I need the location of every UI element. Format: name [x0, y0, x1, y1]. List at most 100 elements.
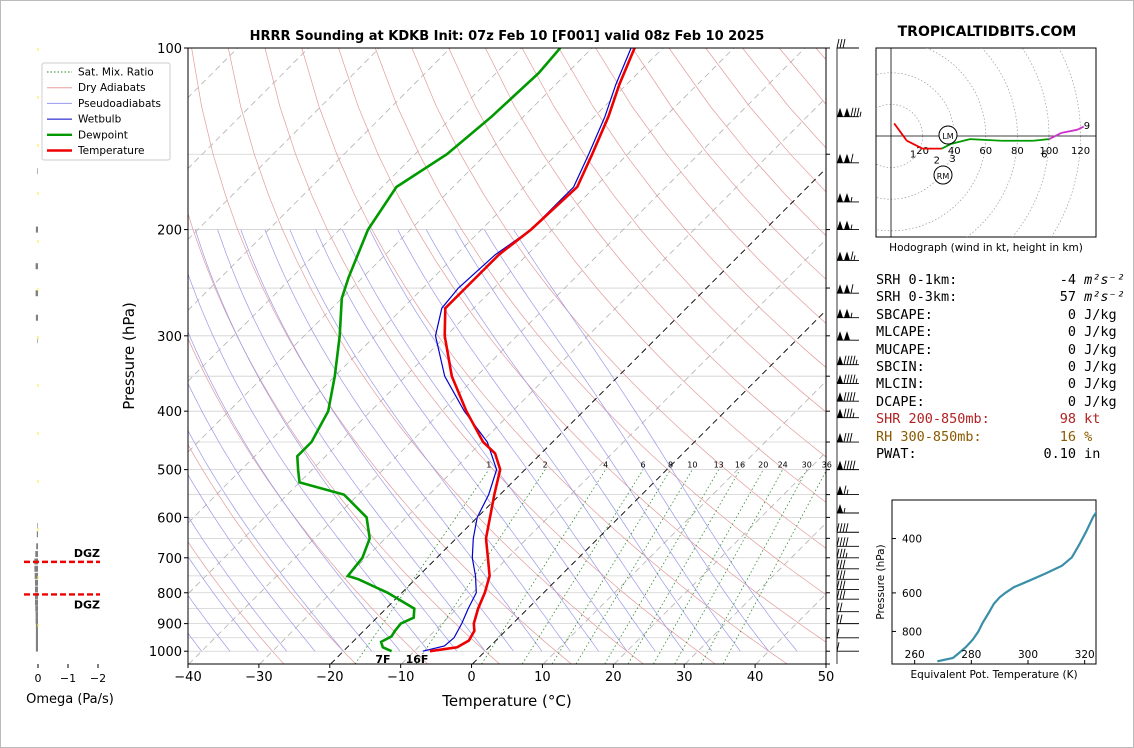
stat-unit: J/kg: [1076, 358, 1117, 375]
wind-barb: [837, 460, 859, 471]
x-tick-label: −10: [387, 670, 414, 685]
skewt-x-ticks: −40 −30 −20 −10 0 10 20 30 40 50: [174, 664, 834, 685]
dry-adiabat-line: [188, 541, 285, 664]
dry-adiabat-line: [338, 48, 826, 643]
mixing-ratio-label: 4: [603, 461, 608, 470]
brand-watermark: TROPICALTIDBITS.COM: [898, 24, 1077, 40]
stat-unit: kt: [1076, 411, 1101, 428]
legend-label: Sat. Mix. Ratio: [78, 67, 154, 79]
mixing-ratio-line: [722, 470, 826, 664]
y-tick-label: 600: [157, 511, 182, 526]
omega-bar: [35, 611, 38, 618]
stat-unit: J/kg: [1076, 341, 1117, 358]
wind-barb: [836, 559, 859, 570]
stat-unit: m²s⁻²: [1076, 289, 1125, 306]
theta-x-tick-label: 260: [905, 649, 925, 661]
dgz-top-label: DGZ: [74, 547, 100, 560]
stat-row: SRH 0-1km: -4 m²s⁻²: [876, 272, 1125, 289]
omega-bar: [36, 531, 38, 538]
y-tick-label: 500: [157, 464, 182, 479]
temperature-line: [429, 48, 636, 653]
dry-adiabat-line: [264, 48, 716, 664]
minus-20-isotherm: [330, 167, 826, 664]
mixing-ratio-line: [653, 469, 764, 664]
mixing-ratio-lines: [354, 469, 826, 664]
left-mover-label: LM: [942, 132, 953, 141]
pseudoadiabat-line: [188, 382, 372, 652]
stat-label: SRH 0-1km:: [876, 272, 958, 288]
left-mover-marker: LM: [938, 125, 958, 145]
wind-barb: [836, 590, 859, 600]
pseudoadiabat-line: [289, 229, 571, 652]
omega-panel: 0 −1 −2 Omega (Pa/s) DGZ DGZ: [24, 48, 114, 707]
mixing-ratio-label: 6: [640, 461, 645, 470]
dgz-bottom-label: DGZ: [74, 598, 100, 611]
isotherm-line: [543, 380, 826, 664]
legend-label: Pseudoadiabats: [78, 98, 161, 110]
mixing-ratio-label: 8: [668, 461, 673, 470]
isotherm-line: [0, 48, 25, 664]
theta-e-x-ticks: 260 280 300 320: [905, 649, 1095, 664]
pseudoadiabat-line: [513, 229, 798, 652]
omega-bar: [35, 605, 38, 612]
stat-label: MUCAPE:: [876, 341, 933, 358]
mixing-ratio-label: 16: [735, 461, 745, 470]
wind-barb: [836, 580, 859, 590]
omega-bars: [34, 168, 38, 652]
stat-unit: J/kg: [1076, 393, 1117, 410]
skewt-ylabel: Pressure (hPa): [120, 302, 138, 410]
omega-tick-label-0: 0: [35, 672, 42, 685]
wind-barb: [837, 220, 859, 231]
hodograph-caption: Hodograph (wind in kt, height in km): [889, 242, 1083, 254]
mixing-ratio-line: [700, 469, 808, 664]
hodograph-segment: [1048, 132, 1063, 140]
stat-label: RH 300-850mb:: [876, 428, 982, 445]
stats-table: SRH 0-1km: -4 m²s⁻² SRH 0-3km: 57 m²s⁻² SBCA…: [876, 272, 1125, 463]
mixing-ratio-label: 2: [543, 461, 548, 470]
stat-row: SBCIN: 0 J/kg: [876, 359, 1117, 376]
omega-bar: [34, 565, 38, 572]
isotherm-line: [188, 48, 451, 311]
omega-bar: [36, 543, 38, 550]
x-tick-label: 40: [747, 670, 764, 685]
wind-barbs: [836, 38, 862, 664]
omega-bar: [35, 617, 38, 624]
theta-x-tick-label: 320: [1075, 649, 1095, 661]
omega-bar: [34, 572, 38, 579]
wind-barb: [837, 374, 859, 385]
omega-bar: [37, 337, 38, 344]
theta-x-tick-label: 280: [961, 649, 981, 661]
hodograph-panel: 20 40 60 80 100 120 1 2 3 6 9 LM RM Hodograph (wi…: [875, 47, 1097, 254]
omega-bar: [37, 168, 38, 175]
omega-tick-label-2: −2: [90, 672, 106, 685]
mixing-ratio-line: [674, 469, 784, 664]
stat-label: SHR 200-850mb:: [876, 411, 990, 428]
dry-adiabat-line: [188, 443, 357, 664]
wind-barb: [837, 331, 859, 341]
omega-bar: [35, 263, 38, 270]
isotherm-line: [188, 48, 309, 170]
stat-value: 57: [1059, 289, 1076, 306]
mixing-ratio-label: 1: [486, 461, 491, 470]
wind-barb: [837, 251, 859, 261]
stat-unit: m²s⁻²: [1076, 272, 1125, 288]
isotherm-line: [188, 48, 522, 382]
stat-value: 0.10: [1043, 445, 1076, 462]
y-tick-label: 700: [157, 552, 182, 567]
hodograph-height-label: 6: [1041, 149, 1047, 160]
dry-adiabat-line: [521, 48, 826, 413]
isotherm-line: [613, 451, 826, 664]
surface-dewpoint-label: 7F: [375, 653, 390, 666]
wind-barb: [836, 614, 859, 625]
dry-adiabat-line: [411, 48, 826, 549]
y-tick-label: 1000: [149, 645, 182, 660]
wind-barb: [837, 485, 859, 496]
legend-label: Dewpoint: [78, 129, 128, 141]
hodograph-ring-label: 60: [979, 146, 992, 157]
pseudoadiabat-line: [341, 229, 628, 652]
wind-barb: [836, 537, 859, 547]
isotherm-line: [259, 97, 826, 664]
pseudoadiabat-line: [315, 229, 599, 652]
pseudoadiabat-line: [188, 429, 344, 652]
